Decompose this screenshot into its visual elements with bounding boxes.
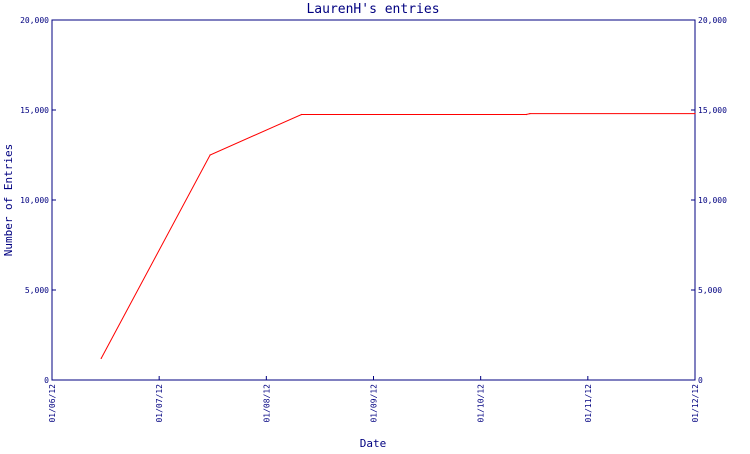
chart-title: LaurenH's entries bbox=[306, 2, 439, 17]
x-tick-label: 01/08/12 bbox=[262, 384, 271, 423]
y-tick-label-right: 15,000 bbox=[698, 106, 727, 115]
data-point bbox=[529, 113, 531, 115]
y-tick-label-left: 5,000 bbox=[25, 286, 49, 295]
x-tick-label: 01/11/12 bbox=[584, 384, 593, 423]
y-tick-label-right: 20,000 bbox=[698, 16, 727, 25]
x-tick-label: 01/09/12 bbox=[370, 384, 379, 423]
x-tick-label: 01/07/12 bbox=[155, 384, 164, 423]
data-point bbox=[209, 154, 211, 156]
y-tick-label-left: 15,000 bbox=[20, 106, 49, 115]
plot-frame bbox=[51, 19, 696, 381]
y-tick-label-left: 10,000 bbox=[20, 196, 49, 205]
data-point bbox=[694, 113, 696, 115]
y-axis-label: Number of Entries bbox=[2, 144, 15, 257]
data-point bbox=[300, 113, 303, 116]
y-tick-label-right: 0 bbox=[698, 376, 703, 385]
y-tick-label-right: 10,000 bbox=[698, 196, 727, 205]
plot-area: 0 0 5,000 5,000 10,000 10,000 15,000 15,000 20,0… bbox=[20, 16, 727, 423]
x-tick-label: 01/10/12 bbox=[477, 384, 486, 423]
y-tick-label-left: 20,000 bbox=[20, 16, 49, 25]
y-tick-label-left: 0 bbox=[44, 376, 49, 385]
data-point bbox=[100, 357, 102, 359]
x-axis-label: Date bbox=[360, 437, 387, 450]
x-tick-label: 01/12/12 bbox=[691, 384, 700, 423]
y-tick-label-right: 5,000 bbox=[698, 286, 722, 295]
x-tick-label: 01/06/12 bbox=[48, 384, 57, 423]
data-point bbox=[525, 113, 527, 116]
series-line bbox=[100, 113, 695, 359]
